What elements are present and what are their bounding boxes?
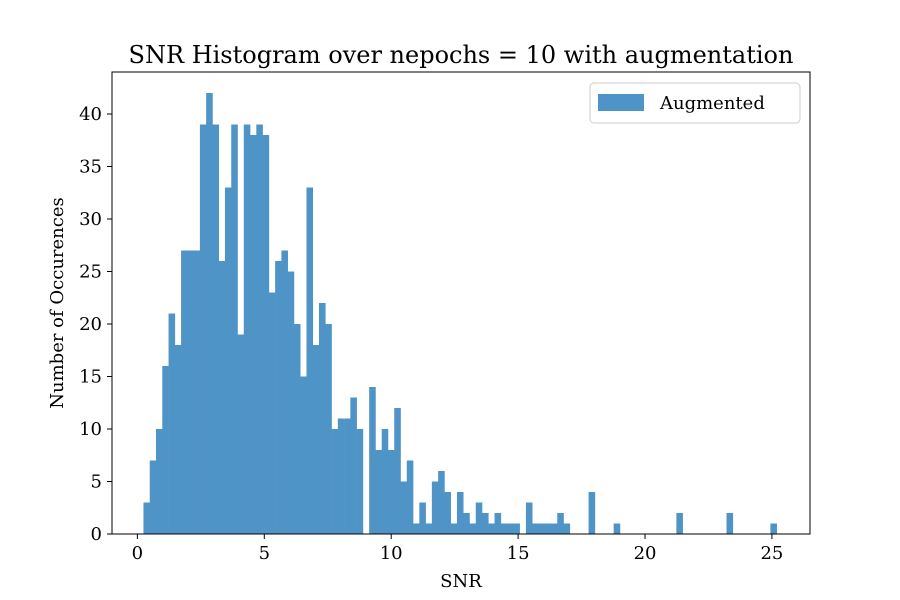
histogram-bar xyxy=(143,502,151,534)
histogram-bar xyxy=(550,523,558,534)
histogram-bar xyxy=(187,250,194,534)
histogram-bar xyxy=(381,429,389,534)
x-tick-label: 0 xyxy=(132,543,143,564)
y-tick-label: 15 xyxy=(79,367,102,388)
x-tick-label: 15 xyxy=(507,543,530,564)
chart-title: SNR Histogram over nepochs = 10 with aug… xyxy=(129,41,794,69)
histogram-bar xyxy=(431,481,439,534)
histogram-bar xyxy=(500,523,508,534)
histogram-bar xyxy=(287,271,295,534)
histogram-bar xyxy=(463,513,470,534)
histogram-bar xyxy=(162,366,169,534)
histogram-bar xyxy=(494,513,502,534)
legend-swatch xyxy=(598,94,644,111)
histogram-bar xyxy=(181,250,188,534)
histogram-bar xyxy=(544,523,552,534)
histogram-bar xyxy=(344,418,351,534)
histogram-bar xyxy=(375,450,383,534)
y-tick-label: 25 xyxy=(79,262,102,283)
histogram-bar xyxy=(218,261,226,534)
histogram-bar xyxy=(250,135,257,534)
histogram-bar xyxy=(475,502,483,534)
y-tick-label: 20 xyxy=(79,314,102,335)
histogram-bar xyxy=(532,523,539,534)
histogram-bar xyxy=(513,523,520,534)
histogram-bar xyxy=(356,429,364,534)
histogram-bar xyxy=(425,523,433,534)
histogram-bar xyxy=(557,513,564,534)
histogram-bar xyxy=(394,408,401,534)
histogram-bar xyxy=(588,492,596,534)
y-tick-label: 5 xyxy=(91,472,102,493)
histogram-bar xyxy=(149,460,157,534)
x-tick-label: 25 xyxy=(760,543,783,564)
histogram-bar xyxy=(525,502,533,534)
histogram-bar xyxy=(770,523,777,534)
x-axis-label: SNR xyxy=(440,571,482,592)
x-tick-label: 10 xyxy=(380,543,403,564)
histogram-bar xyxy=(212,124,220,534)
histogram-bar xyxy=(387,450,395,534)
histogram-bar xyxy=(312,345,320,534)
histogram-bar xyxy=(369,387,376,534)
histogram-bar xyxy=(538,523,546,534)
plot-frame xyxy=(111,71,811,535)
histogram-bar xyxy=(199,124,207,534)
histogram-bar xyxy=(281,250,288,534)
histogram-bar xyxy=(156,429,163,534)
histogram-bar xyxy=(450,523,458,534)
histogram-bar xyxy=(275,261,282,534)
histogram-bar xyxy=(438,471,445,534)
histogram-bar xyxy=(563,523,571,534)
histogram-bar xyxy=(613,523,621,534)
y-tick-label: 40 xyxy=(79,104,102,125)
y-tick-label: 30 xyxy=(79,209,102,230)
histogram-bar xyxy=(469,523,477,534)
histogram-bar xyxy=(224,187,232,534)
y-tick-label: 10 xyxy=(79,419,102,440)
histogram-bar xyxy=(293,324,301,534)
histogram-bar xyxy=(268,292,276,534)
histogram-bars xyxy=(143,93,777,534)
y-tick-label: 35 xyxy=(79,157,102,178)
y-tick-label: 0 xyxy=(91,524,102,545)
x-tick-label: 20 xyxy=(634,543,657,564)
histogram-bar xyxy=(456,492,464,534)
histogram-bar xyxy=(231,124,238,534)
histogram-bar xyxy=(325,324,332,534)
histogram-bar xyxy=(350,397,357,534)
histogram-bar xyxy=(319,303,326,534)
legend: Augmented xyxy=(589,82,801,124)
histogram-bar xyxy=(488,523,495,534)
x-axis-ticks: 0 5 10 15 20 25 xyxy=(132,534,783,564)
histogram-bar xyxy=(413,523,420,534)
histogram-bar xyxy=(400,481,408,534)
histogram-bar xyxy=(237,334,245,534)
legend-label: Augmented xyxy=(659,93,765,114)
histogram-bar xyxy=(174,345,182,534)
histogram-bar xyxy=(262,135,270,534)
histogram-bar xyxy=(337,418,345,534)
histogram-bar xyxy=(306,187,314,534)
x-tick-label: 5 xyxy=(259,543,270,564)
legend-frame xyxy=(589,82,801,124)
histogram-bar xyxy=(331,429,339,534)
histogram-bar xyxy=(256,124,263,534)
histogram-bar xyxy=(243,124,251,534)
y-axis-label: Number of Occurences xyxy=(47,197,68,408)
histogram-bar xyxy=(406,460,414,534)
histogram-bar xyxy=(193,250,201,534)
histogram-bar xyxy=(419,502,426,534)
histogram-bar xyxy=(300,376,307,534)
histogram-bar xyxy=(168,313,176,534)
histogram-bar xyxy=(676,513,683,534)
y-axis-ticks: 0 5 10 15 20 25 30 35 40 xyxy=(79,104,112,545)
histogram-bar xyxy=(482,513,489,534)
histogram-bar xyxy=(444,492,451,534)
histogram-bar xyxy=(726,513,734,534)
histogram-bar xyxy=(507,523,514,534)
histogram-bar xyxy=(206,93,213,534)
